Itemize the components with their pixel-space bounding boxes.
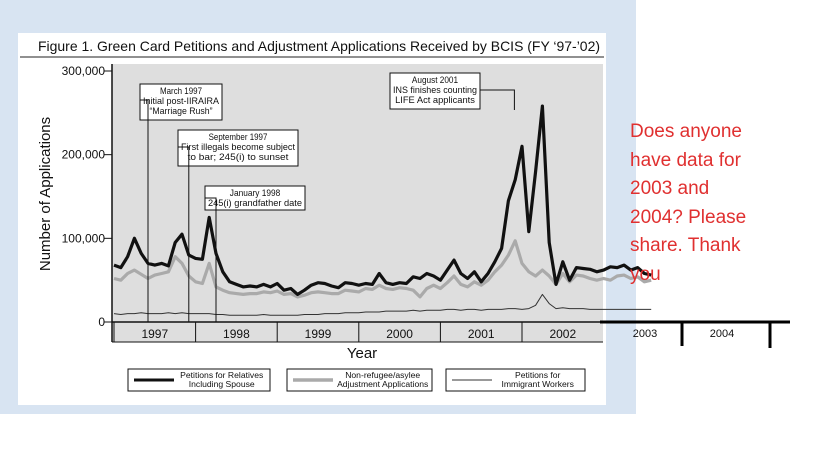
legend-item-frame bbox=[445, 368, 586, 392]
x-year-label: 2002 bbox=[549, 327, 576, 341]
annotation-leader bbox=[480, 89, 515, 110]
legend-label: Petitions for bbox=[515, 370, 561, 380]
extension-year-label: 2004 bbox=[710, 328, 734, 340]
x-axis-label: Year bbox=[347, 345, 377, 362]
x-year-label: 2000 bbox=[386, 327, 413, 341]
x-year-label: 1999 bbox=[305, 327, 332, 341]
y-tick-label: 100,000 bbox=[62, 231, 106, 245]
legend-label: Adjustment Applications bbox=[337, 379, 428, 389]
legend-label: Immigrant Workers bbox=[502, 379, 574, 389]
y-axis-label: Number of Applications bbox=[37, 117, 54, 271]
annotation-box bbox=[139, 83, 223, 121]
annotation-leader bbox=[140, 99, 149, 322]
note-line: you bbox=[630, 263, 661, 285]
annotation-box bbox=[389, 72, 481, 110]
annotation-text: Initial post-IIRAIRA bbox=[143, 96, 220, 106]
note-line: Does anyone bbox=[630, 121, 742, 142]
annotation-text: September 1997 bbox=[209, 132, 268, 142]
note-line: 2003 and bbox=[630, 178, 710, 199]
annotation-text: August 2001 bbox=[412, 75, 458, 85]
legend-item-frame bbox=[127, 368, 271, 392]
annotation-text: INS finishes counting bbox=[393, 85, 477, 95]
annotation-text: “Marriage Rush” bbox=[150, 106, 213, 116]
relatives-line bbox=[113, 104, 652, 296]
legend-item-frame bbox=[286, 368, 433, 392]
annotation-text: January 1998 bbox=[230, 188, 280, 198]
year-band bbox=[112, 328, 603, 342]
legend-label: Petitions for Relatives bbox=[180, 370, 263, 380]
annotation-text: LIFE Act applicants bbox=[395, 95, 475, 105]
x-year-label: 1997 bbox=[141, 327, 168, 341]
note-line: 2004? Please bbox=[630, 206, 747, 228]
annotation-leader bbox=[178, 146, 190, 322]
x-year-label: 2001 bbox=[468, 327, 495, 341]
request-note: Does anyone have data for 2003 and 2004? Pl… bbox=[630, 118, 790, 289]
note-line: have data for bbox=[630, 149, 741, 171]
x-year-label: 1998 bbox=[223, 327, 250, 341]
y-tick-label: 200,000 bbox=[62, 148, 106, 162]
annotation-text: March 1997 bbox=[160, 86, 202, 96]
chart-title: Figure 1. Green Card Petitions and Adjus… bbox=[38, 38, 600, 54]
extension-year-label: 2003 bbox=[633, 328, 657, 340]
note-line: share. Thank bbox=[630, 235, 741, 256]
workers-line bbox=[113, 293, 652, 316]
annotation-text: 245(i) grandfather date bbox=[208, 198, 302, 208]
legend-label: Including Spouse bbox=[189, 379, 255, 389]
annotation-box bbox=[177, 129, 299, 167]
y-tick-label: 0 bbox=[98, 315, 105, 329]
annotation-text: First illegals become subject bbox=[181, 142, 295, 152]
y-tick-label: 300,000 bbox=[62, 64, 106, 78]
legend-label: Non-refugee/asylee bbox=[345, 370, 420, 380]
annotation-leader bbox=[205, 197, 217, 322]
refugee-line bbox=[113, 239, 652, 299]
annotation-text: to bar; 245(i) to sunset bbox=[188, 152, 289, 162]
annotation-box bbox=[204, 185, 306, 211]
